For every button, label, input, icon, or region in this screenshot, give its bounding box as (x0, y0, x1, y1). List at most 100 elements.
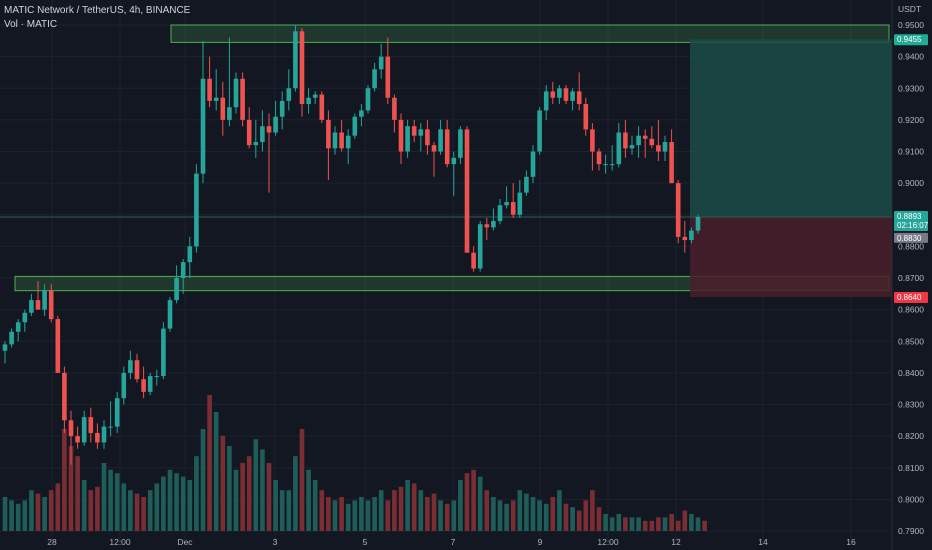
volume-bar (689, 514, 694, 531)
candle-body (609, 164, 615, 166)
candle-body (464, 129, 470, 253)
price-tick-label: 0.9000 (898, 178, 924, 188)
candle-body (180, 262, 186, 278)
volume-bar (425, 497, 430, 531)
volume-bars (2, 395, 707, 531)
resistance-zone[interactable] (170, 24, 890, 43)
time-tick-label: 14 (758, 537, 768, 547)
volume-bar (603, 514, 608, 531)
candle-body (530, 151, 536, 177)
candle-body (68, 420, 74, 437)
candle-body (537, 110, 542, 152)
candle (649, 126, 655, 149)
candle-body (616, 132, 622, 165)
volume-bar (213, 412, 219, 531)
candle (616, 123, 622, 168)
volume-bar (458, 480, 463, 531)
candle (81, 410, 87, 446)
candle (213, 69, 219, 111)
candle-body (332, 132, 338, 149)
candle-body (359, 110, 364, 117)
volume-bar (319, 490, 325, 531)
volume-bar (108, 469, 113, 531)
candle (603, 154, 608, 174)
symbol-title[interactable]: MATIC Network / TetherUS, 4h, BINANCE (4, 5, 191, 16)
candle-body (141, 379, 146, 392)
candle (227, 37, 232, 127)
volume-bar (35, 493, 41, 531)
candle (378, 43, 384, 79)
position-loss-area[interactable] (690, 216, 892, 297)
volume-bar (464, 473, 470, 531)
candle-body (200, 78, 206, 174)
candle (392, 94, 397, 133)
price-tick-label: 0.8200 (898, 431, 924, 441)
price-tick-label: 0.8700 (898, 273, 924, 283)
candle-body (81, 417, 87, 443)
candle (629, 135, 635, 155)
candle (15, 319, 21, 342)
candle-body (669, 142, 674, 184)
volume-bar (174, 473, 179, 531)
candle (510, 183, 516, 218)
candle-body (583, 104, 589, 130)
candle (418, 123, 424, 152)
volume-bar (392, 490, 397, 531)
volume-bar (114, 473, 120, 531)
candle (372, 62, 377, 92)
gray-price-tag: 0.8830 (894, 232, 928, 243)
volume-bar (339, 497, 344, 531)
volume-bar (609, 517, 615, 531)
candle-body (438, 129, 443, 152)
candle-body (623, 132, 628, 149)
candle-body (187, 246, 193, 263)
candle (42, 284, 47, 316)
candle (596, 148, 602, 171)
stop-price-tag: 0.8640 (894, 291, 928, 303)
candle (161, 322, 166, 380)
candle-body (576, 91, 582, 105)
volume-legend[interactable]: Vol · MATIC (4, 19, 58, 30)
price-tick-label: 0.8100 (898, 463, 924, 473)
candle (108, 401, 113, 437)
zones[interactable] (14, 24, 890, 292)
candle-body (194, 173, 199, 247)
volume-bar (530, 497, 536, 531)
long-position-tool[interactable] (0, 39, 892, 297)
candle-body (299, 31, 305, 105)
candle (444, 119, 450, 168)
candle (530, 145, 536, 184)
volume-bar (471, 469, 476, 531)
candle (662, 135, 668, 161)
volume-bar (246, 456, 252, 531)
volume-bar (42, 497, 47, 531)
price-tick-label: 0.9500 (898, 20, 924, 30)
time-axis[interactable]: 28 12:00 Dec 3 5 7 9 12:00 12 14 16 (47, 537, 856, 547)
volume-bar (411, 483, 417, 531)
candle (187, 236, 193, 278)
candle (464, 126, 470, 253)
candle (220, 81, 226, 136)
volume-bar (583, 500, 589, 531)
volume-bar (128, 490, 133, 531)
candle-body (629, 145, 635, 149)
candle-body (675, 183, 681, 237)
position-profit-area[interactable] (690, 39, 892, 217)
volume-bar (240, 463, 245, 531)
volume-bar (504, 503, 509, 531)
candle-body (306, 97, 311, 105)
volume-bar (266, 463, 272, 531)
volume-bar (167, 469, 173, 531)
time-tick-label: 12:00 (597, 537, 619, 547)
candle (570, 88, 575, 111)
volume-bar (642, 520, 648, 531)
volume-bar (550, 497, 556, 531)
volume-bar (477, 476, 483, 531)
candle (312, 91, 318, 105)
candle-body (62, 372, 67, 421)
volume-bar (702, 520, 707, 531)
candle-body (524, 176, 529, 193)
volume-bar (253, 439, 259, 531)
